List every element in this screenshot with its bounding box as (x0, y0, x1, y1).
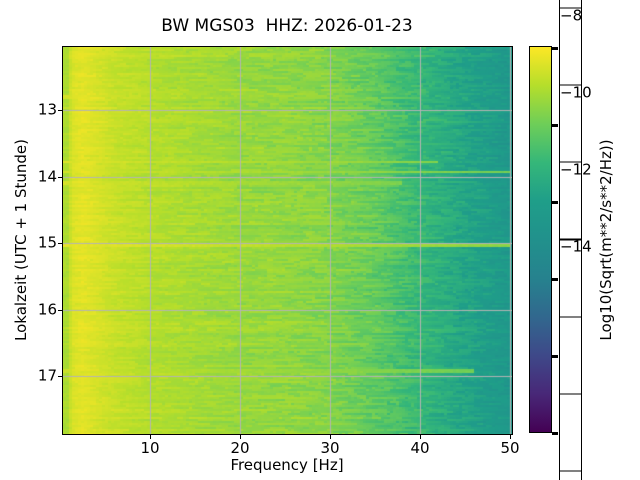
y-tick-mark (58, 310, 62, 311)
x-tick-label: 30 (320, 439, 340, 457)
colorbar (529, 46, 552, 433)
x-tick-label: 40 (410, 439, 430, 457)
y-tick-mark (58, 376, 62, 377)
y-tick-label: 15 (37, 233, 57, 252)
y-tick-label: 17 (37, 366, 57, 385)
x-tick-mark (420, 435, 421, 439)
y-tick-label: 14 (37, 167, 57, 186)
x-tick-mark (330, 435, 331, 439)
y-tick-mark (58, 110, 62, 111)
colorbar-tick-mark (552, 355, 558, 358)
spectrogram-canvas (63, 47, 512, 434)
x-tick-mark (510, 435, 511, 439)
colorbar-tick-mark (552, 201, 558, 204)
y-tick-mark (58, 177, 62, 178)
y-tick-mark (58, 243, 62, 244)
colorbar-tick-mark (552, 47, 558, 50)
y-tick-label: 13 (37, 100, 57, 119)
colorbar-tick-label: −14 (559, 238, 592, 480)
colorbar-tick-mark (552, 278, 558, 281)
x-tick-mark (150, 435, 151, 439)
chart-title: BW MGS03 HHZ: 2026-01-23 (161, 16, 413, 36)
x-tick-label: 50 (500, 439, 520, 457)
x-tick-label: 10 (140, 439, 160, 457)
x-tick-label: 20 (230, 439, 250, 457)
colorbar-label: Log10(Sqrt(m**2/s**2/Hz)) (597, 139, 615, 341)
colorbar-tick-mark (552, 124, 558, 127)
y-tick-label: 16 (37, 300, 57, 319)
spectrogram-plot-area (62, 46, 513, 435)
colorbar-tick-mark (552, 432, 558, 435)
colorbar-gradient (530, 47, 551, 432)
x-axis-label: Frequency [Hz] (230, 456, 344, 474)
x-tick-mark (240, 435, 241, 439)
